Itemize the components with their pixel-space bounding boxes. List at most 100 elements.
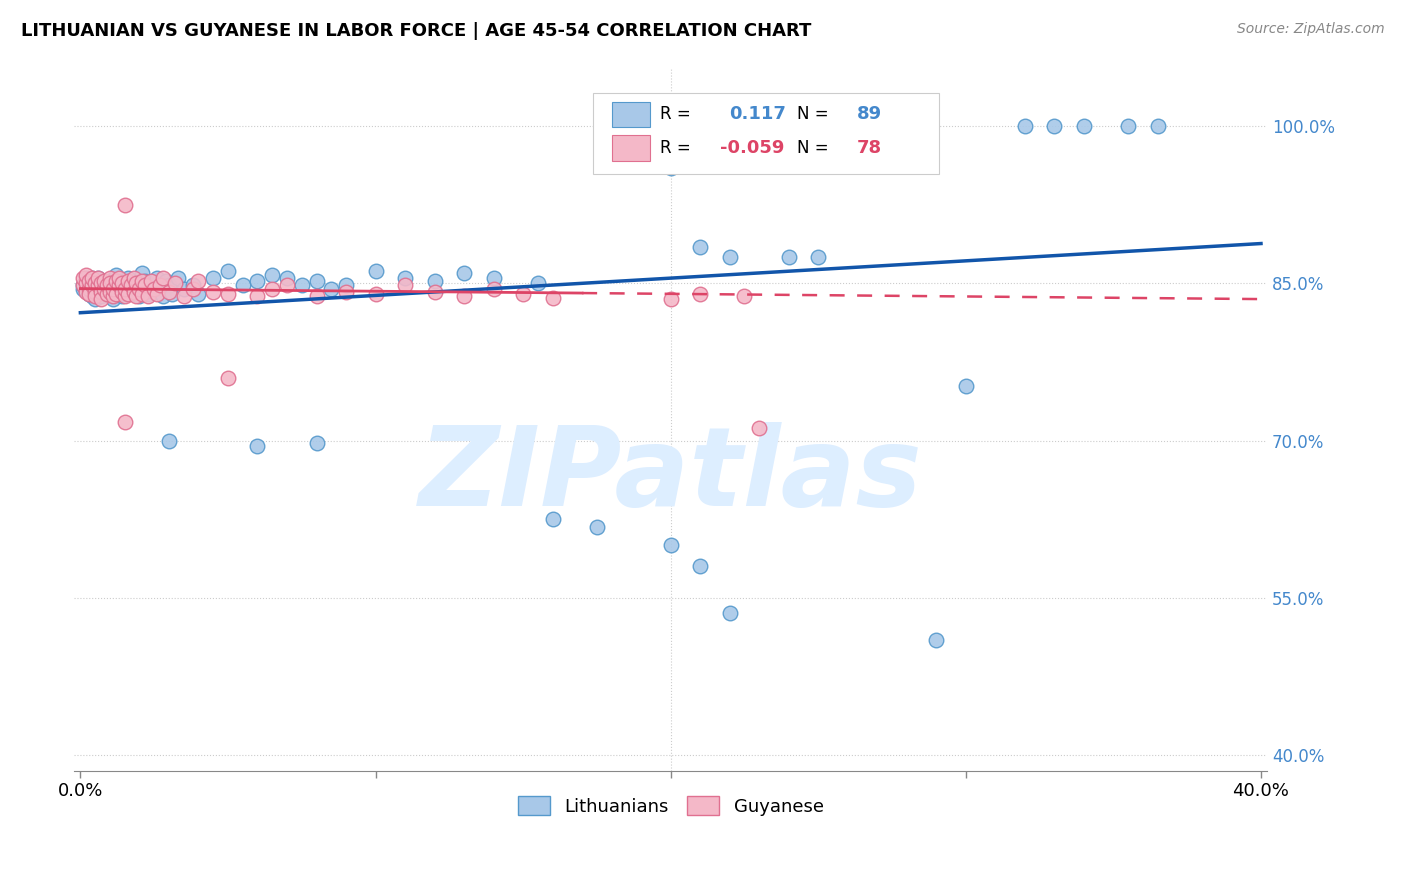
Point [90, 282, 112, 296]
Point [748, 421, 770, 435]
Point [111, 274, 134, 288]
Point [72, 271, 94, 285]
Point [166, 271, 188, 285]
Point [394, 271, 416, 285]
Point [160, 286, 183, 301]
Point [77, 282, 100, 296]
Point [718, 250, 741, 264]
Point [143, 285, 166, 299]
Point [128, 274, 150, 288]
Point [134, 282, 156, 296]
Point [586, 519, 609, 533]
Point [90, 277, 112, 291]
Point [141, 274, 163, 288]
Point [364, 286, 387, 301]
Point [157, 285, 180, 299]
Point [1146, 119, 1168, 133]
Point [107, 282, 129, 296]
Point [173, 289, 195, 303]
Point [107, 286, 129, 301]
Point [75, 285, 97, 299]
Text: 0.117: 0.117 [730, 105, 786, 123]
Point [122, 278, 145, 293]
Point [84, 285, 107, 299]
Point [173, 282, 195, 296]
Point [925, 632, 948, 647]
Point [136, 289, 159, 303]
Point [120, 278, 142, 293]
Point [98, 282, 121, 296]
Point [101, 292, 124, 306]
Point [117, 278, 139, 293]
Point [152, 271, 174, 285]
Point [152, 289, 174, 303]
Point [157, 278, 180, 293]
Point [246, 439, 269, 453]
Point [75, 277, 97, 291]
Point [134, 274, 156, 288]
Point [84, 285, 107, 299]
Legend: Lithuanians, Guyanese: Lithuanians, Guyanese [509, 788, 832, 825]
Point [246, 289, 269, 303]
Point [90, 289, 112, 303]
Point [131, 266, 153, 280]
Point [394, 278, 416, 293]
Point [202, 285, 225, 299]
Text: LITHUANIAN VS GUYANESE IN LABOR FORCE | AGE 45-54 CORRELATION CHART: LITHUANIAN VS GUYANESE IN LABOR FORCE | … [21, 22, 811, 40]
Text: R =: R = [659, 139, 696, 157]
Point [104, 268, 127, 282]
Point [84, 289, 107, 303]
Point [217, 264, 239, 278]
Point [84, 292, 107, 306]
Point [1014, 119, 1036, 133]
Point [114, 286, 136, 301]
Point [93, 274, 115, 288]
Point [84, 277, 107, 291]
Point [111, 289, 134, 303]
Point [128, 289, 150, 303]
Point [453, 266, 475, 280]
Point [104, 278, 127, 293]
Point [187, 286, 209, 301]
Point [77, 274, 100, 288]
Point [90, 285, 112, 299]
Point [453, 289, 475, 303]
Point [541, 512, 564, 526]
Point [117, 274, 139, 288]
Point [120, 285, 142, 299]
Bar [593, 93, 939, 174]
Point [181, 278, 204, 293]
Point [1043, 119, 1066, 133]
Point [157, 434, 180, 448]
Point [659, 161, 682, 175]
Point [364, 264, 387, 278]
Point [98, 289, 121, 303]
Point [146, 286, 169, 301]
Point [77, 286, 100, 301]
Text: -0.059: -0.059 [720, 139, 785, 157]
Point [72, 278, 94, 293]
Point [96, 278, 118, 293]
Point [807, 250, 830, 264]
Point [96, 286, 118, 301]
Point [262, 268, 284, 282]
Point [305, 435, 328, 450]
Point [155, 274, 177, 288]
Point [93, 282, 115, 296]
Point [82, 271, 104, 285]
Point [72, 278, 94, 293]
Point [131, 286, 153, 301]
Point [98, 277, 121, 291]
Point [187, 274, 209, 288]
Point [75, 268, 97, 282]
Point [107, 278, 129, 293]
Point [117, 286, 139, 301]
Point [163, 277, 186, 291]
Point [149, 278, 172, 293]
Point [246, 274, 269, 288]
Text: R =: R = [659, 105, 696, 123]
Point [305, 289, 328, 303]
Point [689, 559, 711, 574]
Point [232, 278, 254, 293]
Point [217, 370, 239, 384]
